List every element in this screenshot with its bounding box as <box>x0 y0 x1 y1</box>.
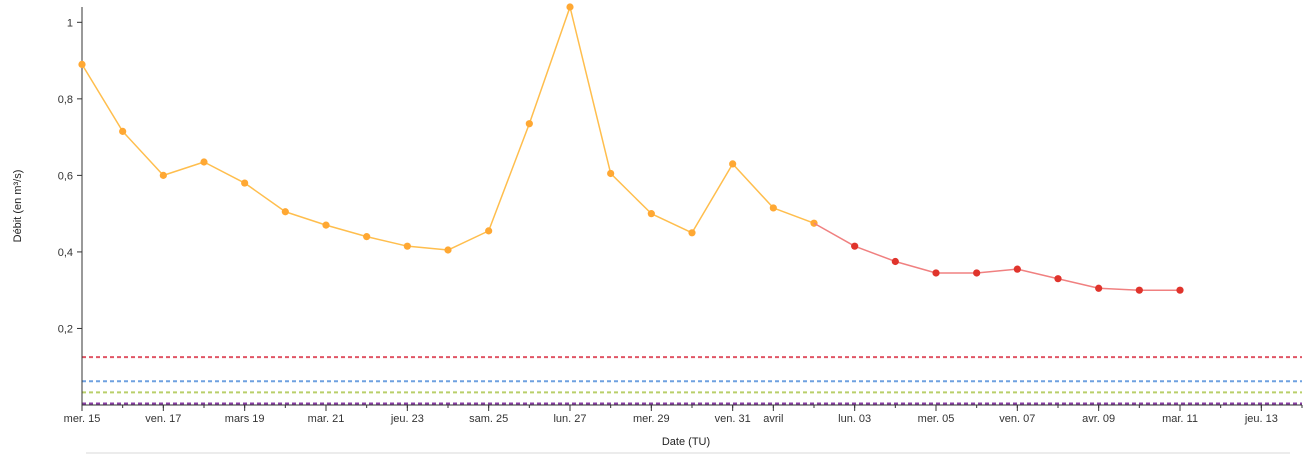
x-tick-label-14: mar. 11 <box>1162 413 1198 425</box>
data-point-1-6 <box>1054 275 1062 283</box>
data-point-0-13 <box>607 169 615 178</box>
data-point-0-12 <box>566 3 574 11</box>
data-point-1-4 <box>973 269 981 277</box>
data-point-0-16 <box>729 160 737 168</box>
x-tick-label-13: avr. 09 <box>1082 413 1115 425</box>
data-point-1-9 <box>1176 286 1184 294</box>
y-tick-label-2: 0,6 <box>58 170 73 182</box>
data-point-0-6 <box>322 221 330 229</box>
data-point-0-1 <box>119 127 127 135</box>
data-point-0-15 <box>688 229 696 237</box>
data-point-0-7 <box>363 233 371 241</box>
x-tick-label-4: jeu. 23 <box>390 413 424 425</box>
data-point-0-0 <box>78 60 86 69</box>
x-tick-label-7: mer. 29 <box>633 413 670 425</box>
x-tick-label-5: sam. 25 <box>469 413 508 425</box>
x-tick-label-15: jeu. 13 <box>1244 413 1278 425</box>
data-point-0-4 <box>241 179 249 187</box>
x-tick-label-10: lun. 03 <box>838 413 871 425</box>
x-tick-label-9: avril <box>763 413 783 425</box>
x-tick-label-11: mer. 05 <box>918 413 955 425</box>
data-point-1-7 <box>1095 284 1103 292</box>
series-group <box>78 3 1184 294</box>
x-axis-title: Date (TU) <box>662 436 710 448</box>
y-axis-title-group: Débit (en m³/s) <box>12 170 24 243</box>
data-point-0-5 <box>281 208 289 216</box>
data-point-0-17 <box>769 204 777 212</box>
data-point-0-3 <box>200 158 208 166</box>
data-point-0-11 <box>525 120 533 128</box>
data-point-0-9 <box>444 246 452 254</box>
y-tick-label-0: 1 <box>67 17 73 29</box>
threshold-lines <box>82 356 1302 405</box>
y-tick-label-4: 0,2 <box>58 323 73 335</box>
data-point-1-3 <box>932 269 940 277</box>
data-point-0-14 <box>647 210 655 218</box>
x-tick-label-2: mars 19 <box>225 413 265 425</box>
x-tick-label-6: lun. 27 <box>553 413 586 425</box>
x-tick-label-12: ven. 07 <box>999 413 1035 425</box>
data-point-0-2 <box>159 171 167 179</box>
data-point-1-1 <box>851 242 859 250</box>
y-axis-title: Débit (en m³/s) <box>12 170 24 243</box>
data-point-1-2 <box>891 257 899 266</box>
x-tick-label-1: ven. 17 <box>145 413 181 425</box>
series-line-1 <box>813 222 1180 291</box>
x-tick-label-8: ven. 31 <box>715 413 751 425</box>
data-point-1-8 <box>1135 286 1143 294</box>
y-tick-label-3: 0,4 <box>58 247 73 259</box>
x-tick-label-3: mar. 21 <box>308 413 345 425</box>
series-line-0 <box>81 6 815 251</box>
axes: 1 0,8 0,6 0,4 0,2 mer. 15 ven. 17 mars 19 mar. 2… <box>58 7 1303 425</box>
data-point-0-8 <box>403 242 411 250</box>
x-tick-label-0: mer. 15 <box>64 413 101 425</box>
data-point-1-5 <box>1013 265 1021 273</box>
data-point-0-10 <box>485 227 493 235</box>
y-tick-label-1: 0,8 <box>58 94 73 106</box>
